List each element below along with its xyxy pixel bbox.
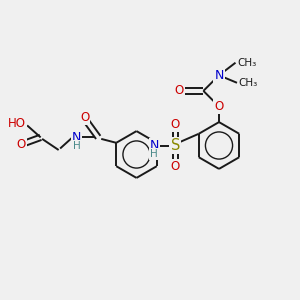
Text: O: O [175, 84, 184, 98]
Text: N: N [72, 131, 81, 144]
Text: H: H [73, 141, 80, 151]
Text: O: O [171, 160, 180, 173]
Text: N: N [214, 69, 224, 82]
Text: S: S [170, 138, 180, 153]
Text: HO: HO [8, 116, 26, 130]
Text: O: O [16, 138, 26, 152]
Text: O: O [80, 111, 89, 124]
Text: H: H [150, 149, 158, 159]
Text: O: O [214, 100, 224, 113]
Text: O: O [171, 118, 180, 131]
Text: CH₃: CH₃ [239, 78, 258, 88]
Text: CH₃: CH₃ [237, 58, 256, 68]
Text: N: N [149, 139, 159, 152]
